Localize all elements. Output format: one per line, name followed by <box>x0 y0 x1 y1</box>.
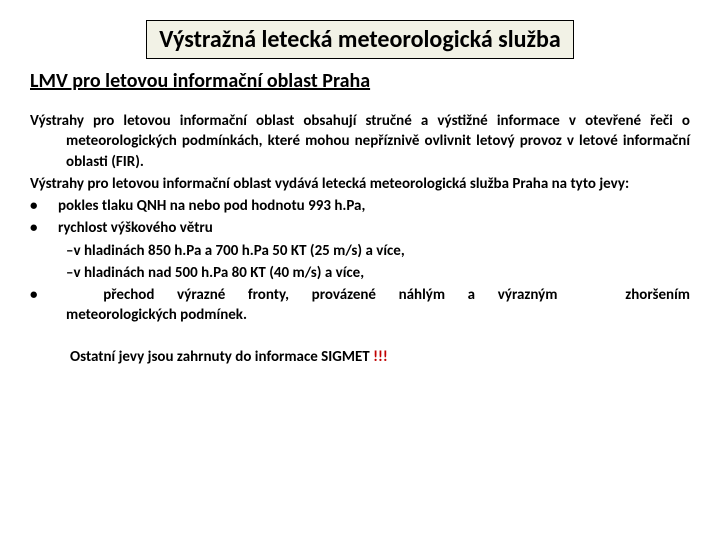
bullet-dot-icon: • <box>30 196 58 216</box>
title-box: Výstražná letecká meteorologická služba <box>146 20 574 59</box>
footer-exclamation: !!! <box>373 348 388 366</box>
bullet-sub-2: –v hladinách nad 500 h.Pa 80 KT (40 m/s)… <box>66 263 690 283</box>
bullet-3-line2: meteorologických podmínek. <box>66 306 247 324</box>
bullet-dot-icon: • <box>30 285 58 305</box>
bullet-sub-1: –v hladinách 850 h.Pa a 700 h.Pa 50 KT (… <box>66 241 690 261</box>
paragraph-lead: Výstrahy pro letovou informační oblast v… <box>30 174 690 194</box>
bullet-item-1: •pokles tlaku QNH na nebo pod hodnotu 99… <box>30 196 690 216</box>
paragraph-intro: Výstrahy pro letovou informační oblast o… <box>30 111 690 172</box>
bullet-text-1: pokles tlaku QNH na nebo pod hodnotu 993… <box>58 197 365 215</box>
bullet-3-right: zhoršením <box>625 286 690 304</box>
page-title: Výstražná letecká meteorologická služba <box>159 25 561 54</box>
bullet-item-3: • přechod výrazné fronty, provázené náhl… <box>30 285 690 326</box>
bullet-text-2: rychlost výškového větru <box>58 219 213 237</box>
bullet-item-2: •rychlost výškového větru <box>30 218 690 238</box>
bullet-3-left: přechod výrazné fronty, provázené náhlým… <box>103 286 557 304</box>
subtitle: LMV pro letovou informační oblast Praha <box>30 69 690 93</box>
bullet-dot-icon: • <box>30 218 58 238</box>
footer-text: Ostatní jevy jsou zahrnuty do informace … <box>70 348 373 366</box>
footer-line: Ostatní jevy jsou zahrnuty do informace … <box>30 348 690 366</box>
